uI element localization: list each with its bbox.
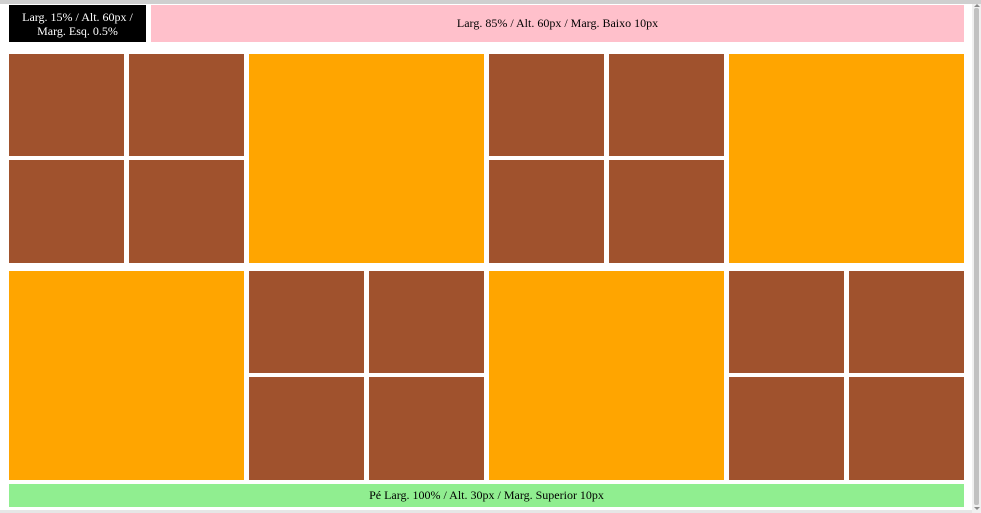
footer-text: Pé Larg. 100% / Alt. 30px / Marg. Superi… bbox=[369, 488, 604, 502]
header-left-box-text: Larg. 15% / Alt. 60px / Marg. Esq. 0.5% bbox=[22, 9, 133, 38]
scroll-up-arrow-icon[interactable] bbox=[974, 4, 980, 7]
brown-tile bbox=[249, 377, 364, 480]
brown-tile bbox=[9, 54, 124, 156]
orange-tile bbox=[9, 271, 244, 480]
header-right-box-text: Larg. 85% / Alt. 60px / Marg. Baixo 10px bbox=[456, 16, 659, 30]
brown-tile bbox=[489, 160, 604, 263]
brown-tile bbox=[129, 54, 244, 156]
header-right-box: Larg. 85% / Alt. 60px / Marg. Baixo 10px bbox=[151, 5, 964, 42]
window-bottom-edge bbox=[0, 510, 972, 513]
brown-tile bbox=[729, 377, 844, 480]
scrollbar-thumb[interactable] bbox=[974, 8, 979, 505]
header-left-box: Larg. 15% / Alt. 60px / Marg. Esq. 0.5% bbox=[9, 5, 146, 42]
orange-tile bbox=[729, 54, 964, 263]
brown-tile bbox=[849, 271, 964, 373]
orange-tile bbox=[489, 271, 724, 480]
brown-tile bbox=[489, 54, 604, 156]
brown-tile bbox=[609, 54, 724, 156]
brown-tile bbox=[609, 160, 724, 263]
scroll-down-arrow-icon[interactable] bbox=[974, 507, 980, 510]
brown-tile bbox=[729, 271, 844, 373]
window-top-edge bbox=[0, 0, 981, 4]
brown-tile bbox=[369, 377, 484, 480]
brown-tile bbox=[849, 377, 964, 480]
brown-tile bbox=[249, 271, 364, 373]
brown-tile bbox=[369, 271, 484, 373]
brown-tile bbox=[129, 160, 244, 263]
footer: Pé Larg. 100% / Alt. 30px / Marg. Superi… bbox=[9, 484, 964, 507]
brown-tile bbox=[9, 160, 124, 263]
orange-tile bbox=[249, 54, 484, 263]
